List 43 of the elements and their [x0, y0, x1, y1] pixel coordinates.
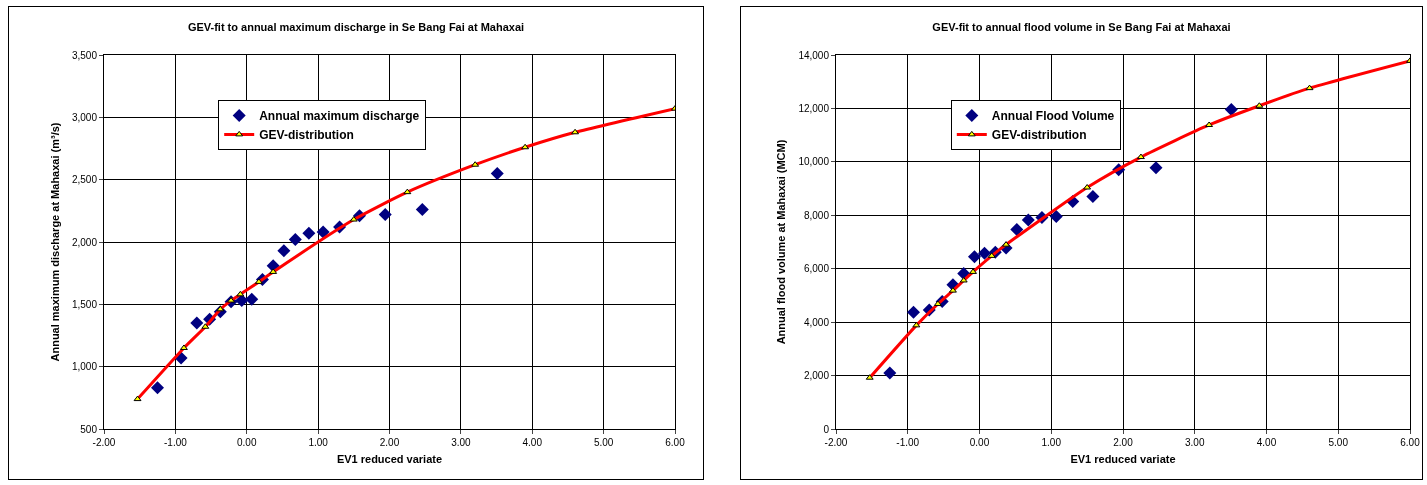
x-axis-title: EV1 reduced variate — [336, 453, 443, 466]
legend-label: Annual Flood Volume — [991, 109, 1115, 124]
y-tick-label: 8,000 — [803, 209, 830, 221]
x-tick-label: -2.00 — [92, 437, 116, 448]
y-tick-label: 4,000 — [803, 316, 830, 328]
y-tick-label: 2,000 — [71, 236, 98, 248]
x-tick-label: 3.00 — [451, 437, 472, 448]
x-tick-label: 6.00 — [1400, 437, 1421, 448]
legend-label: Annual maximum discharge — [259, 109, 420, 124]
y-tick-label: 1,500 — [71, 298, 98, 310]
x-tick-label: 5.00 — [593, 437, 614, 448]
y-tick-label: 1,000 — [71, 361, 98, 373]
x-tick-label: -2.00 — [824, 437, 848, 448]
x-tick-label: 1.00 — [308, 437, 329, 448]
legend-label: GEV-distribution — [259, 128, 354, 143]
x-tick-label: 4.00 — [1256, 437, 1277, 448]
y-tick-label: 14,000 — [798, 49, 830, 61]
legend-label: GEV-distribution — [991, 128, 1087, 143]
x-tick-label: 2.00 — [1113, 437, 1134, 448]
chart-title: GEV-fit to annual maximum discharge in Se Bang Fai at Mahaxai — [187, 21, 525, 34]
x-tick-label: 6.00 — [665, 437, 686, 448]
y-tick-label: 10,000 — [798, 156, 830, 168]
x-tick-label: 0.00 — [237, 437, 257, 448]
x-tick-label: 2.00 — [379, 437, 400, 448]
x-tick-label: 0.00 — [969, 437, 990, 448]
y-tick-label: 2,500 — [71, 174, 98, 186]
y-axis-title: Annual flood volume at Mahaxai (MCM) — [775, 139, 788, 345]
x-axis-title: EV1 reduced variate — [1070, 453, 1176, 466]
x-tick-label: -1.00 — [163, 437, 188, 448]
y-tick-label: 12,000 — [798, 102, 830, 114]
y-tick-label: 3,500 — [71, 49, 98, 61]
y-tick-label: 500 — [80, 423, 98, 435]
x-tick-label: 4.00 — [522, 437, 543, 448]
y-tick-label: 3,000 — [71, 111, 98, 123]
y-tick-label: 6,000 — [803, 263, 830, 275]
x-tick-label: -1.00 — [896, 437, 920, 448]
y-axis-title: Annual maximum discharge at Mahaxai (m³/s) — [48, 122, 61, 362]
chart-title: GEV-fit to annual flood volume in Se Bang Fai at Mahaxai — [932, 21, 1231, 34]
x-tick-label: 3.00 — [1185, 437, 1205, 448]
y-tick-label: 2,000 — [803, 370, 830, 382]
y-tick-label: 0 — [823, 423, 830, 435]
x-tick-label: 1.00 — [1041, 437, 1062, 448]
x-tick-label: 5.00 — [1328, 437, 1349, 448]
